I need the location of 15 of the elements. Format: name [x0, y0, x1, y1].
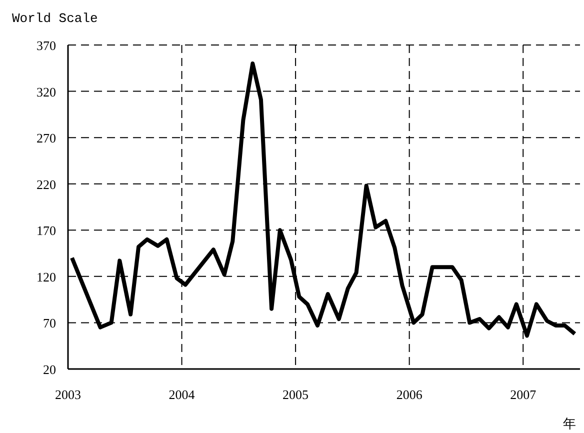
xtick: 2003: [55, 387, 81, 402]
ytick: 70: [43, 316, 56, 331]
ytick: 320: [36, 84, 56, 100]
xlabel: 年: [563, 417, 576, 432]
ylabel: World Scale: [12, 11, 98, 26]
xtick: 2005: [282, 387, 309, 402]
ytick: 270: [36, 130, 56, 146]
ytick: 120: [36, 269, 56, 284]
ytick: 370: [36, 38, 56, 53]
xtick: 2004: [168, 387, 195, 402]
ytick: 20: [43, 362, 56, 377]
ytick: 220: [36, 176, 56, 192]
ytick: 170: [36, 223, 56, 238]
xtick: 2006: [396, 387, 422, 402]
xtick: 2007: [510, 387, 536, 402]
